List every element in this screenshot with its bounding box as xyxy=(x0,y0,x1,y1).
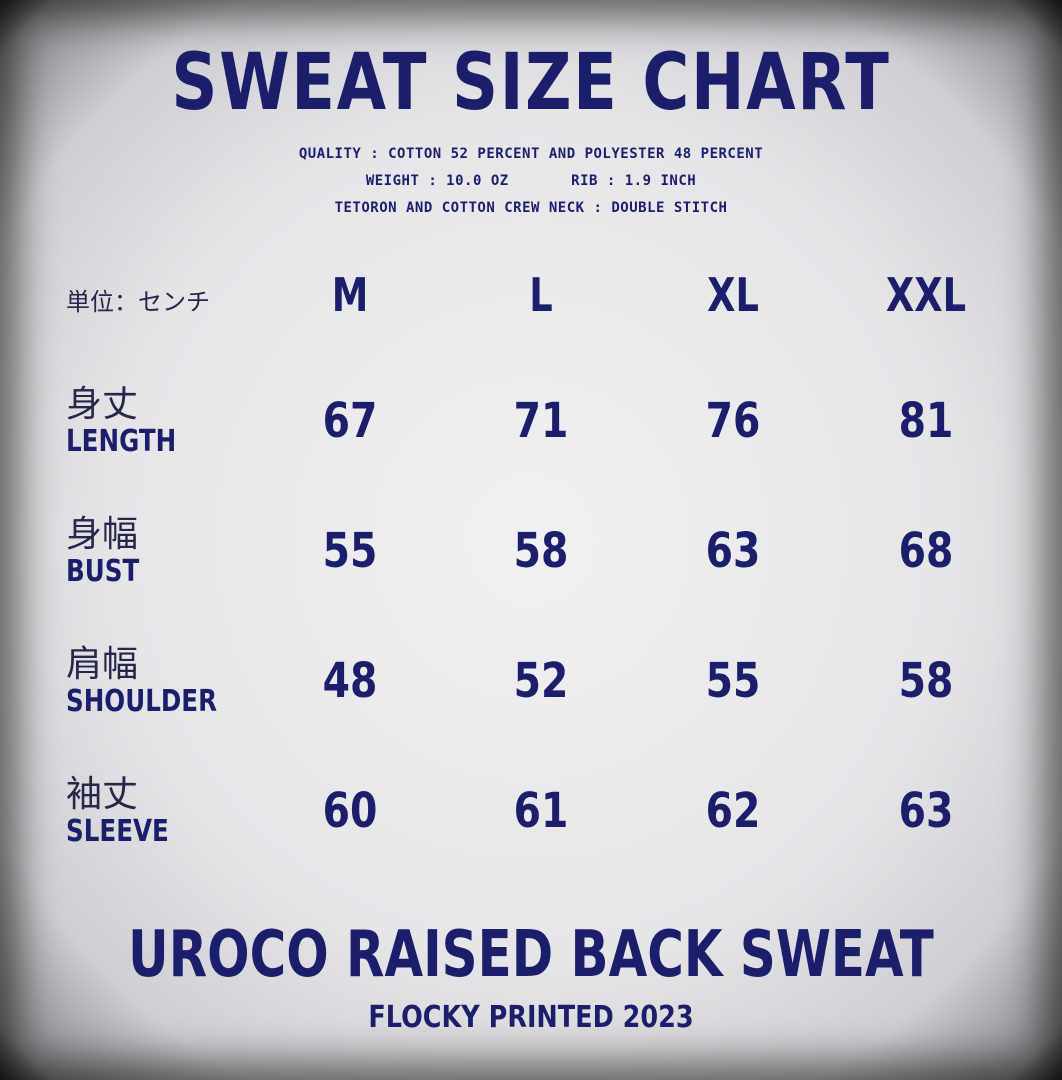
spec-neck: TETORON AND COTTON CREW NECK : DOUBLE ST… xyxy=(334,200,728,216)
cell-length-xxl: 81 xyxy=(898,393,954,449)
row-label-bust: 身幅 BUST xyxy=(66,515,155,589)
cell-shoulder-m: 48 xyxy=(322,653,378,709)
spec-weight-rib: WEIGHT : 10.0 OZ RIB : 1.9 INCH xyxy=(365,173,697,189)
cell-bust-l: 58 xyxy=(513,523,569,579)
unit-label: 単位：センチ xyxy=(66,288,210,316)
row-label-length: 身丈 LENGTH xyxy=(66,385,200,459)
product-name: UROCO RAISED BACK SWEAT xyxy=(128,918,934,992)
row-label-en: SLEEVE xyxy=(66,814,169,849)
cell-shoulder-l: 52 xyxy=(513,653,569,709)
cell-sleeve-xl: 62 xyxy=(705,783,761,839)
row-label-jp: 身幅 xyxy=(66,514,139,555)
size-header-l: L xyxy=(529,268,553,322)
size-header-xl: XL xyxy=(707,268,759,322)
cell-bust-xxl: 68 xyxy=(898,523,954,579)
cell-bust-xl: 63 xyxy=(705,523,761,579)
cell-sleeve-xxl: 63 xyxy=(898,783,954,839)
cell-shoulder-xxl: 58 xyxy=(898,653,954,709)
cell-bust-m: 55 xyxy=(322,523,378,579)
cell-sleeve-l: 61 xyxy=(513,783,569,839)
size-header-xxl: XXL xyxy=(885,268,967,322)
row-label-en: BUST xyxy=(66,554,140,589)
size-header-m: M xyxy=(331,268,369,322)
row-label-en: LENGTH xyxy=(66,424,177,459)
print-note: FLOCKY PRINTED 2023 xyxy=(368,1000,694,1035)
cell-length-l: 71 xyxy=(513,393,569,449)
spec-quality: QUALITY : COTTON 52 PERCENT AND POLYESTE… xyxy=(298,146,764,162)
cell-length-m: 67 xyxy=(322,393,378,449)
row-label-jp: 袖丈 xyxy=(66,774,139,815)
row-label-en: SHOULDER xyxy=(66,684,218,719)
row-label-shoulder: 肩幅 SHOULDER xyxy=(66,645,250,719)
row-label-jp: 肩幅 xyxy=(66,644,139,685)
chart-title: SWEAT SIZE CHART xyxy=(171,38,891,128)
cell-sleeve-m: 60 xyxy=(322,783,378,839)
row-label-jp: 身丈 xyxy=(66,384,139,425)
row-label-sleeve: 袖丈 SLEEVE xyxy=(66,775,191,849)
cell-length-xl: 76 xyxy=(705,393,761,449)
cell-shoulder-xl: 55 xyxy=(705,653,761,709)
